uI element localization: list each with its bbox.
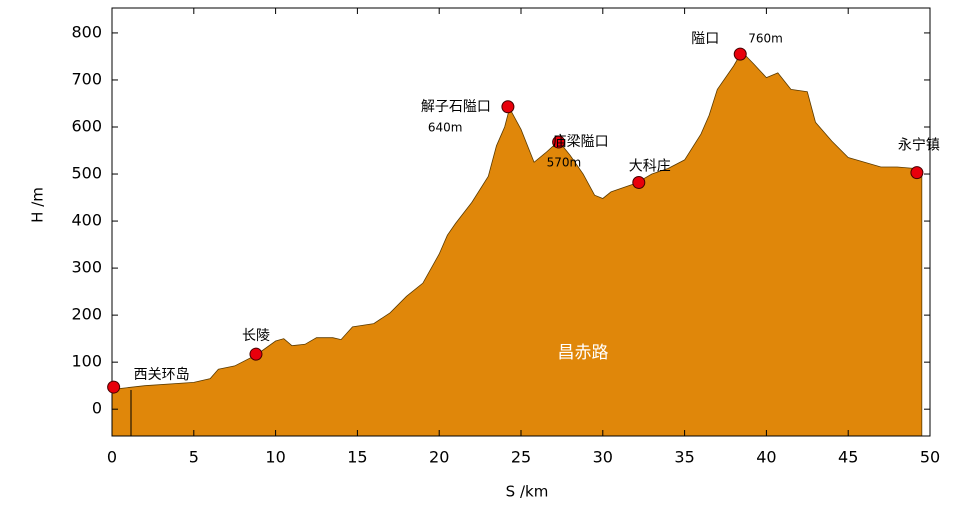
y-axis-title: H /m [29,187,47,223]
peak-marker [107,380,121,394]
point-label: 隘口 [691,31,719,47]
elevation-area [111,51,923,437]
elevation-label: 570m [547,156,582,170]
x-tick-label: 20 [429,448,449,467]
point-label: 庙梁隘口 [553,134,609,150]
x-tick-label: 45 [838,448,858,467]
peak-marker [632,175,646,189]
y-tick-label: 600 [71,116,102,135]
peak-marker [733,47,747,61]
point-label: 大科庄 [629,157,671,174]
x-tick-label: 5 [189,448,199,467]
point-label: 西关环岛 [134,367,190,383]
elevation-label: 640m [428,120,463,134]
peak-marker [910,166,924,180]
y-tick-label: 500 [71,164,102,183]
peak-marker [552,135,566,149]
x-tick-label: 30 [593,448,613,467]
region-label: 昌赤路 [558,343,609,363]
point-label: 长陵 [242,328,270,344]
y-tick-label: 400 [71,211,102,230]
x-tick-label: 10 [265,448,285,467]
y-tick-label: 0 [92,399,102,418]
plot [111,51,923,437]
y-tick-label: 200 [71,305,102,324]
x-tick-label: 35 [674,448,694,467]
x-tick-label: 50 [920,448,940,467]
elevation-label: 760m [748,32,783,46]
y-tick-label: 800 [71,22,102,41]
x-axis-title: S /km [506,483,549,501]
peak-marker [249,347,263,361]
point-label: 永宁镇 [898,137,940,154]
x-tick-label: 15 [347,448,367,467]
x-tick-label: 0 [107,448,117,467]
peak-marker [501,100,515,114]
x-tick-label: 40 [756,448,776,467]
y-tick-label: 300 [71,258,102,277]
y-tick-label: 100 [71,352,102,371]
y-tick-label: 700 [71,69,102,88]
point-label: 解子石隘口 [421,99,491,115]
x-tick-label: 25 [511,448,531,467]
